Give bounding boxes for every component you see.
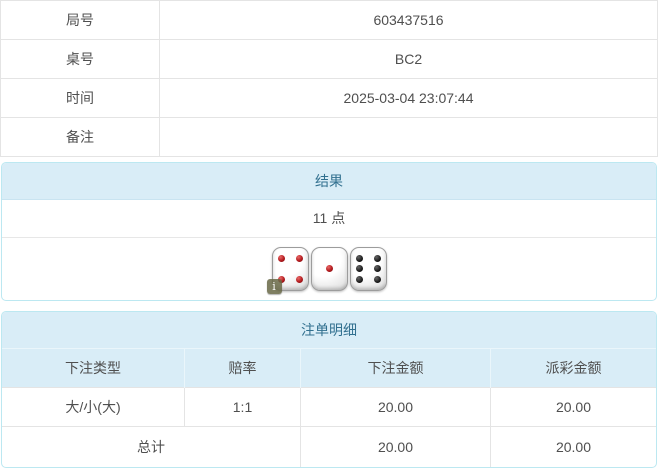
die-pip [277,254,285,262]
payout-amount-cell: 20.00 [490,387,656,427]
die-pip [355,265,363,273]
total-label-cell: 总计 [2,426,301,467]
die-pip [355,254,363,262]
die-icon-1 [310,247,348,291]
result-panel-title: 结果 [2,163,656,200]
die-pip [325,265,333,273]
total-payout-amount-cell: 20.00 [490,426,656,467]
total-bet-amount-cell: 20.00 [300,426,491,467]
game-info-table: 局号 603437516 桌号 BC2 时间 2025-03-04 23:07:… [0,0,658,157]
dice-group: i [266,247,387,294]
col-header-odds: 赔率 [184,348,301,388]
bet-amount-cell: 20.00 [300,387,491,427]
table-row: 桌号 BC2 [0,39,658,79]
table-row: 时间 2025-03-04 23:07:44 [0,78,658,118]
time-value: 2025-03-04 23:07:44 [159,78,658,118]
die-pip [373,254,381,262]
bet-row: 大/小(大) 1:1 20.00 20.00 [2,387,656,427]
col-header-payout-amount: 派彩金额 [490,348,656,388]
dice-row: i [2,238,656,300]
table-header-row: 下注类型 赔率 下注金额 派彩金额 [2,348,656,388]
table-id-value: BC2 [159,39,658,79]
die-pip [373,265,381,273]
die-icon-6 [349,247,387,291]
die-pip [373,276,381,284]
die-pip [295,276,303,284]
bet-details-table: 下注类型 赔率 下注金额 派彩金额 大/小(大) 1:1 20.00 20.00… [2,348,656,467]
bet-type-cell: 大/小(大) [2,387,185,427]
die-pip [355,276,363,284]
result-points: 11 点 [2,200,656,238]
total-row: 总计 20.00 20.00 [2,426,656,467]
remark-label: 备注 [0,117,160,157]
bet-odds-cell: 1:1 [184,387,301,427]
die-pip [295,254,303,262]
round-id-label: 局号 [0,0,160,40]
result-panel: 结果 11 点 i [1,162,657,301]
col-header-bet-amount: 下注金额 [300,348,491,388]
remark-value [159,117,658,157]
time-label: 时间 [0,78,160,118]
round-id-value: 603437516 [159,0,658,40]
table-id-label: 桌号 [0,39,160,79]
col-header-bet-type: 下注类型 [2,348,185,388]
info-tooltip-icon[interactable]: i [266,279,282,294]
table-row: 备注 [0,117,658,157]
bet-details-title: 注单明细 [2,312,656,348]
table-row: 局号 603437516 [0,0,658,40]
bet-details-panel: 注单明细 下注类型 赔率 下注金额 派彩金额 大/小(大) 1:1 20.00 … [1,311,657,468]
